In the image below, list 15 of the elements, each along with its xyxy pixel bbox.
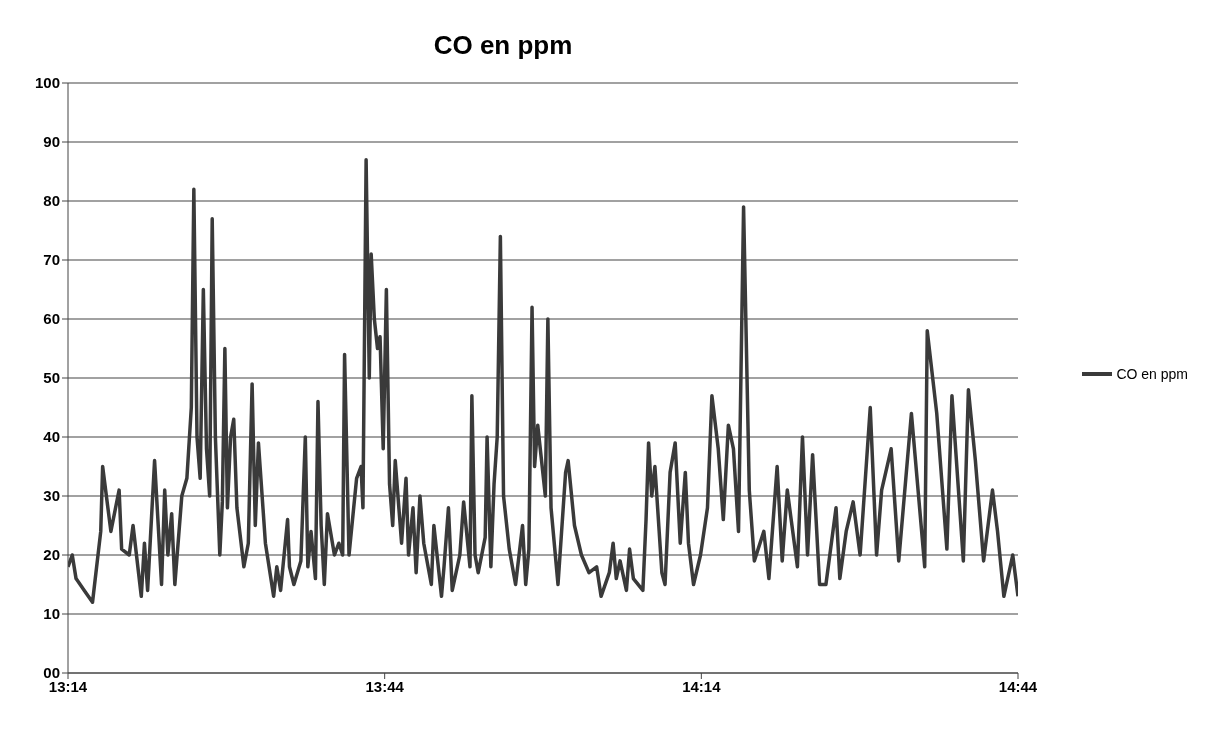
y-tick-label: 30 <box>43 487 60 505</box>
y-tick-label: 100 <box>34 74 60 92</box>
y-tick-label: 10 <box>43 605 60 623</box>
legend-label: CO en ppm <box>1116 365 1188 382</box>
y-tick-label: 90 <box>43 133 60 151</box>
y-tick-label: 40 <box>43 428 60 446</box>
y-tick-label: 70 <box>43 251 60 269</box>
x-tick-label: 14:14 <box>682 677 722 695</box>
y-tick-label: 60 <box>43 310 60 328</box>
y-tick-label: 80 <box>43 192 60 210</box>
x-tick-label: 14:44 <box>998 677 1038 695</box>
x-tick-label: 13:44 <box>365 677 405 695</box>
y-tick-label: 50 <box>43 369 60 387</box>
chart-title: CO en ppm <box>432 30 574 61</box>
y-tick-label: 20 <box>43 546 60 564</box>
